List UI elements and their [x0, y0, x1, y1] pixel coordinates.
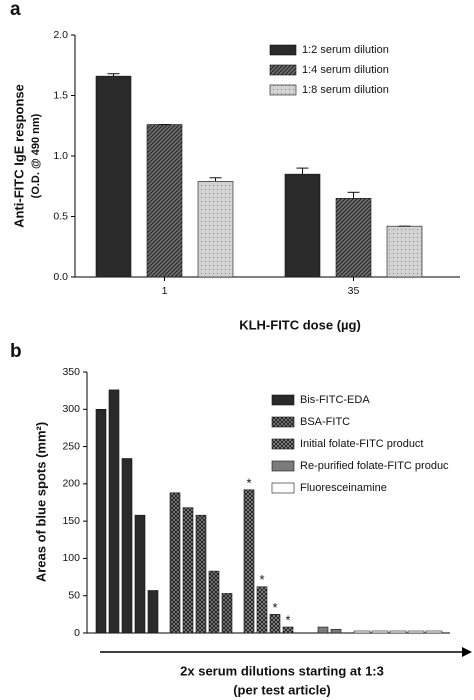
bar — [134, 514, 146, 634]
y-axis-label: Areas of blue spots (mm²) — [33, 422, 48, 582]
bar — [169, 492, 181, 634]
y-tick-label: 1.0 — [53, 150, 68, 162]
legend-label: Fluoresceinamine — [300, 482, 387, 494]
bar — [353, 630, 371, 634]
bar — [335, 198, 372, 278]
bar — [269, 614, 281, 634]
panel-label: a — [10, 0, 21, 20]
legend-label: Bis-FITC-EDA — [300, 394, 370, 406]
marker: * — [259, 572, 264, 587]
bar — [407, 630, 425, 634]
x-axis-label: 2x serum dilutions starting at 1:3 — [180, 663, 384, 678]
x-tick-label: 35 — [348, 285, 360, 297]
legend-label: BSA-FITC — [300, 416, 350, 428]
legend-label: Initial folate-FITC product — [300, 438, 424, 450]
legend-swatch — [271, 394, 295, 406]
marker: * — [285, 612, 290, 627]
bar — [146, 124, 183, 278]
bar — [95, 408, 107, 634]
y-tick-label: 150 — [62, 515, 80, 527]
bar — [386, 225, 423, 278]
y-tick-label: 0.5 — [53, 210, 68, 222]
y-tick-label: 0 — [74, 627, 80, 639]
marker: * — [246, 475, 251, 490]
bar — [256, 586, 268, 634]
bar — [389, 630, 407, 634]
legend-label: 1:2 serum dilution — [302, 44, 389, 56]
bar — [208, 570, 220, 634]
bar — [330, 628, 342, 634]
legend-swatch — [269, 44, 297, 56]
y-tick-label: 350 — [62, 366, 80, 378]
legend-swatch — [269, 84, 297, 96]
y-tick-label: 300 — [62, 403, 80, 415]
x-axis-label: KLH-FITC dose (µg) — [239, 317, 361, 332]
legend-swatch — [271, 416, 295, 428]
bar — [121, 458, 133, 634]
y-tick-label: 1.5 — [53, 89, 68, 101]
y-tick-label: 0.0 — [53, 271, 68, 283]
bar — [95, 75, 132, 278]
bar — [425, 630, 443, 634]
bar — [282, 626, 294, 634]
bar — [317, 626, 329, 634]
y-tick-label: 250 — [62, 440, 80, 452]
y-axis-label: (O.D. @ 490 nm) — [30, 113, 42, 198]
bar — [221, 593, 233, 634]
legend-swatch — [271, 438, 295, 450]
x-tick-label: 1 — [162, 285, 168, 297]
legend-label: Re-purified folate-FITC produc — [300, 460, 449, 472]
legend-swatch — [271, 482, 295, 494]
bar — [284, 173, 321, 278]
bar — [371, 630, 389, 634]
bar — [108, 389, 120, 634]
bar — [197, 181, 234, 278]
legend-swatch — [269, 64, 297, 76]
y-tick-label: 50 — [68, 589, 80, 601]
panel-label: b — [10, 341, 22, 362]
bar — [182, 507, 194, 634]
y-axis-label: Anti-FITC IgE response — [11, 84, 26, 228]
bar — [195, 514, 207, 634]
legend-label: 1:4 serum dilution — [302, 64, 389, 76]
bar — [147, 590, 159, 634]
legend-swatch — [271, 460, 295, 472]
x-axis-label: (per test article) — [233, 682, 331, 697]
y-tick-label: 100 — [62, 552, 80, 564]
marker: * — [272, 600, 277, 615]
y-tick-label: 200 — [62, 478, 80, 490]
arrow-head — [462, 647, 472, 657]
legend-label: 1:8 serum dilution — [302, 84, 389, 96]
y-tick-label: 2.0 — [53, 29, 68, 41]
bar — [243, 489, 255, 634]
